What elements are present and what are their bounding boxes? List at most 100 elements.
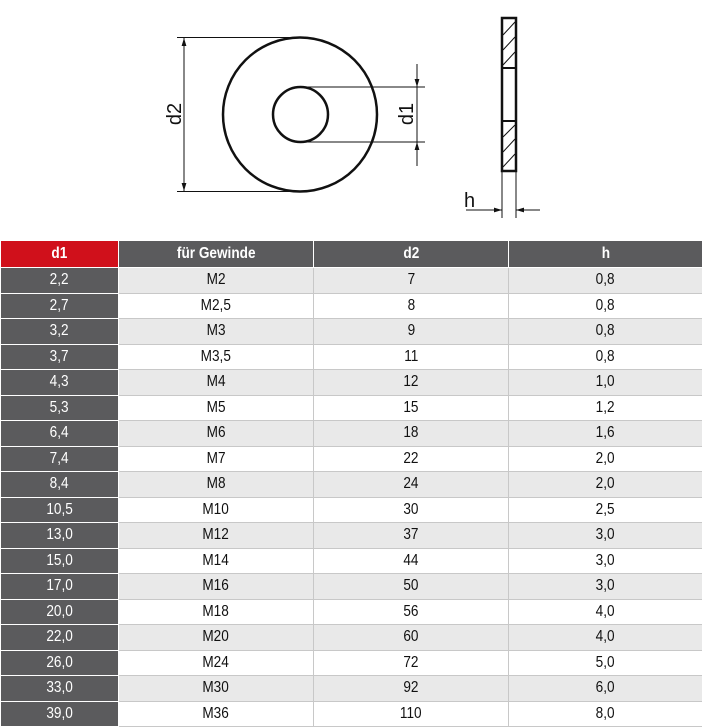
d2-label: d2 xyxy=(164,103,186,125)
cell-h: 2,0 xyxy=(509,446,702,472)
cell-d2: 8 xyxy=(314,293,509,319)
cell-d1: 4,3 xyxy=(1,370,119,396)
cell-d1: 3,2 xyxy=(1,319,119,345)
cell-d1: 6,4 xyxy=(1,421,119,447)
cell-d2: 15 xyxy=(314,395,509,421)
cell-d2: 12 xyxy=(314,370,509,396)
cell-h: 0,8 xyxy=(509,268,702,294)
cell-thread: M8 xyxy=(119,472,314,498)
front-view xyxy=(177,38,425,192)
header-d1: d1 xyxy=(1,241,119,268)
cell-d2: 7 xyxy=(314,268,509,294)
cell-d1: 15,0 xyxy=(1,548,119,574)
cell-thread: M24 xyxy=(119,650,314,676)
cell-d2: 18 xyxy=(314,421,509,447)
cell-d1: 22,0 xyxy=(1,625,119,651)
cell-thread: M6 xyxy=(119,421,314,447)
outer-circle xyxy=(223,38,377,192)
cell-d2: 22 xyxy=(314,446,509,472)
cell-d2: 110 xyxy=(314,701,509,727)
cell-d2: 37 xyxy=(314,523,509,549)
h-label: h xyxy=(464,190,475,212)
cell-h: 2,5 xyxy=(509,497,702,523)
cell-d1: 8,4 xyxy=(1,472,119,498)
cell-d1: 33,0 xyxy=(1,676,119,702)
cell-thread: M7 xyxy=(119,446,314,472)
cell-h: 2,0 xyxy=(509,472,702,498)
cell-d2: 11 xyxy=(314,344,509,370)
cell-d1: 26,0 xyxy=(1,650,119,676)
cell-thread: M14 xyxy=(119,548,314,574)
cell-d2: 60 xyxy=(314,625,509,651)
cell-thread: M3,5 xyxy=(119,344,314,370)
cell-thread: M2,5 xyxy=(119,293,314,319)
cell-thread: M16 xyxy=(119,574,314,600)
cell-thread: M4 xyxy=(119,370,314,396)
cell-d2: 30 xyxy=(314,497,509,523)
header-d2: d2 xyxy=(314,241,509,268)
d1-label: d1 xyxy=(396,103,418,125)
cell-d2: 24 xyxy=(314,472,509,498)
cell-d2: 44 xyxy=(314,548,509,574)
cell-d1: 2,7 xyxy=(1,293,119,319)
cell-d2: 50 xyxy=(314,574,509,600)
cell-thread: M10 xyxy=(119,497,314,523)
header-thread: für Gewinde xyxy=(119,241,314,268)
cell-thread: M2 xyxy=(119,268,314,294)
cell-thread: M3 xyxy=(119,319,314,345)
cell-d2: 56 xyxy=(314,599,509,625)
cell-h: 1,2 xyxy=(509,395,702,421)
cell-d1: 3,7 xyxy=(1,344,119,370)
cell-h: 4,0 xyxy=(509,625,702,651)
cell-h: 3,0 xyxy=(509,574,702,600)
header-h: h xyxy=(509,241,702,268)
cell-thread: M18 xyxy=(119,599,314,625)
washer-technical-drawing: d2 d1 h xyxy=(0,0,702,240)
cell-thread: M30 xyxy=(119,676,314,702)
cell-h: 0,8 xyxy=(509,319,702,345)
table-header-row: d1 für Gewinde d2 h xyxy=(1,241,702,268)
cell-d1: 2,2 xyxy=(1,268,119,294)
cell-h: 6,0 xyxy=(509,676,702,702)
cell-d2: 72 xyxy=(314,650,509,676)
side-view xyxy=(466,18,540,218)
cell-d1: 10,5 xyxy=(1,497,119,523)
cell-h: 0,8 xyxy=(509,293,702,319)
cell-h: 0,8 xyxy=(509,344,702,370)
cell-d2: 9 xyxy=(314,319,509,345)
cell-h: 3,0 xyxy=(509,523,702,549)
cell-d1: 13,0 xyxy=(1,523,119,549)
cell-h: 5,0 xyxy=(509,650,702,676)
cell-h: 8,0 xyxy=(509,701,702,727)
inner-circle xyxy=(273,87,328,142)
cell-thread: M5 xyxy=(119,395,314,421)
cell-d1: 39,0 xyxy=(1,701,119,727)
cell-h: 1,6 xyxy=(509,421,702,447)
cell-d1: 5,3 xyxy=(1,395,119,421)
cell-thread: M36 xyxy=(119,701,314,727)
cell-d1: 7,4 xyxy=(1,446,119,472)
cell-thread: M12 xyxy=(119,523,314,549)
cell-d2: 92 xyxy=(314,676,509,702)
cell-h: 4,0 xyxy=(509,599,702,625)
cell-h: 1,0 xyxy=(509,370,702,396)
